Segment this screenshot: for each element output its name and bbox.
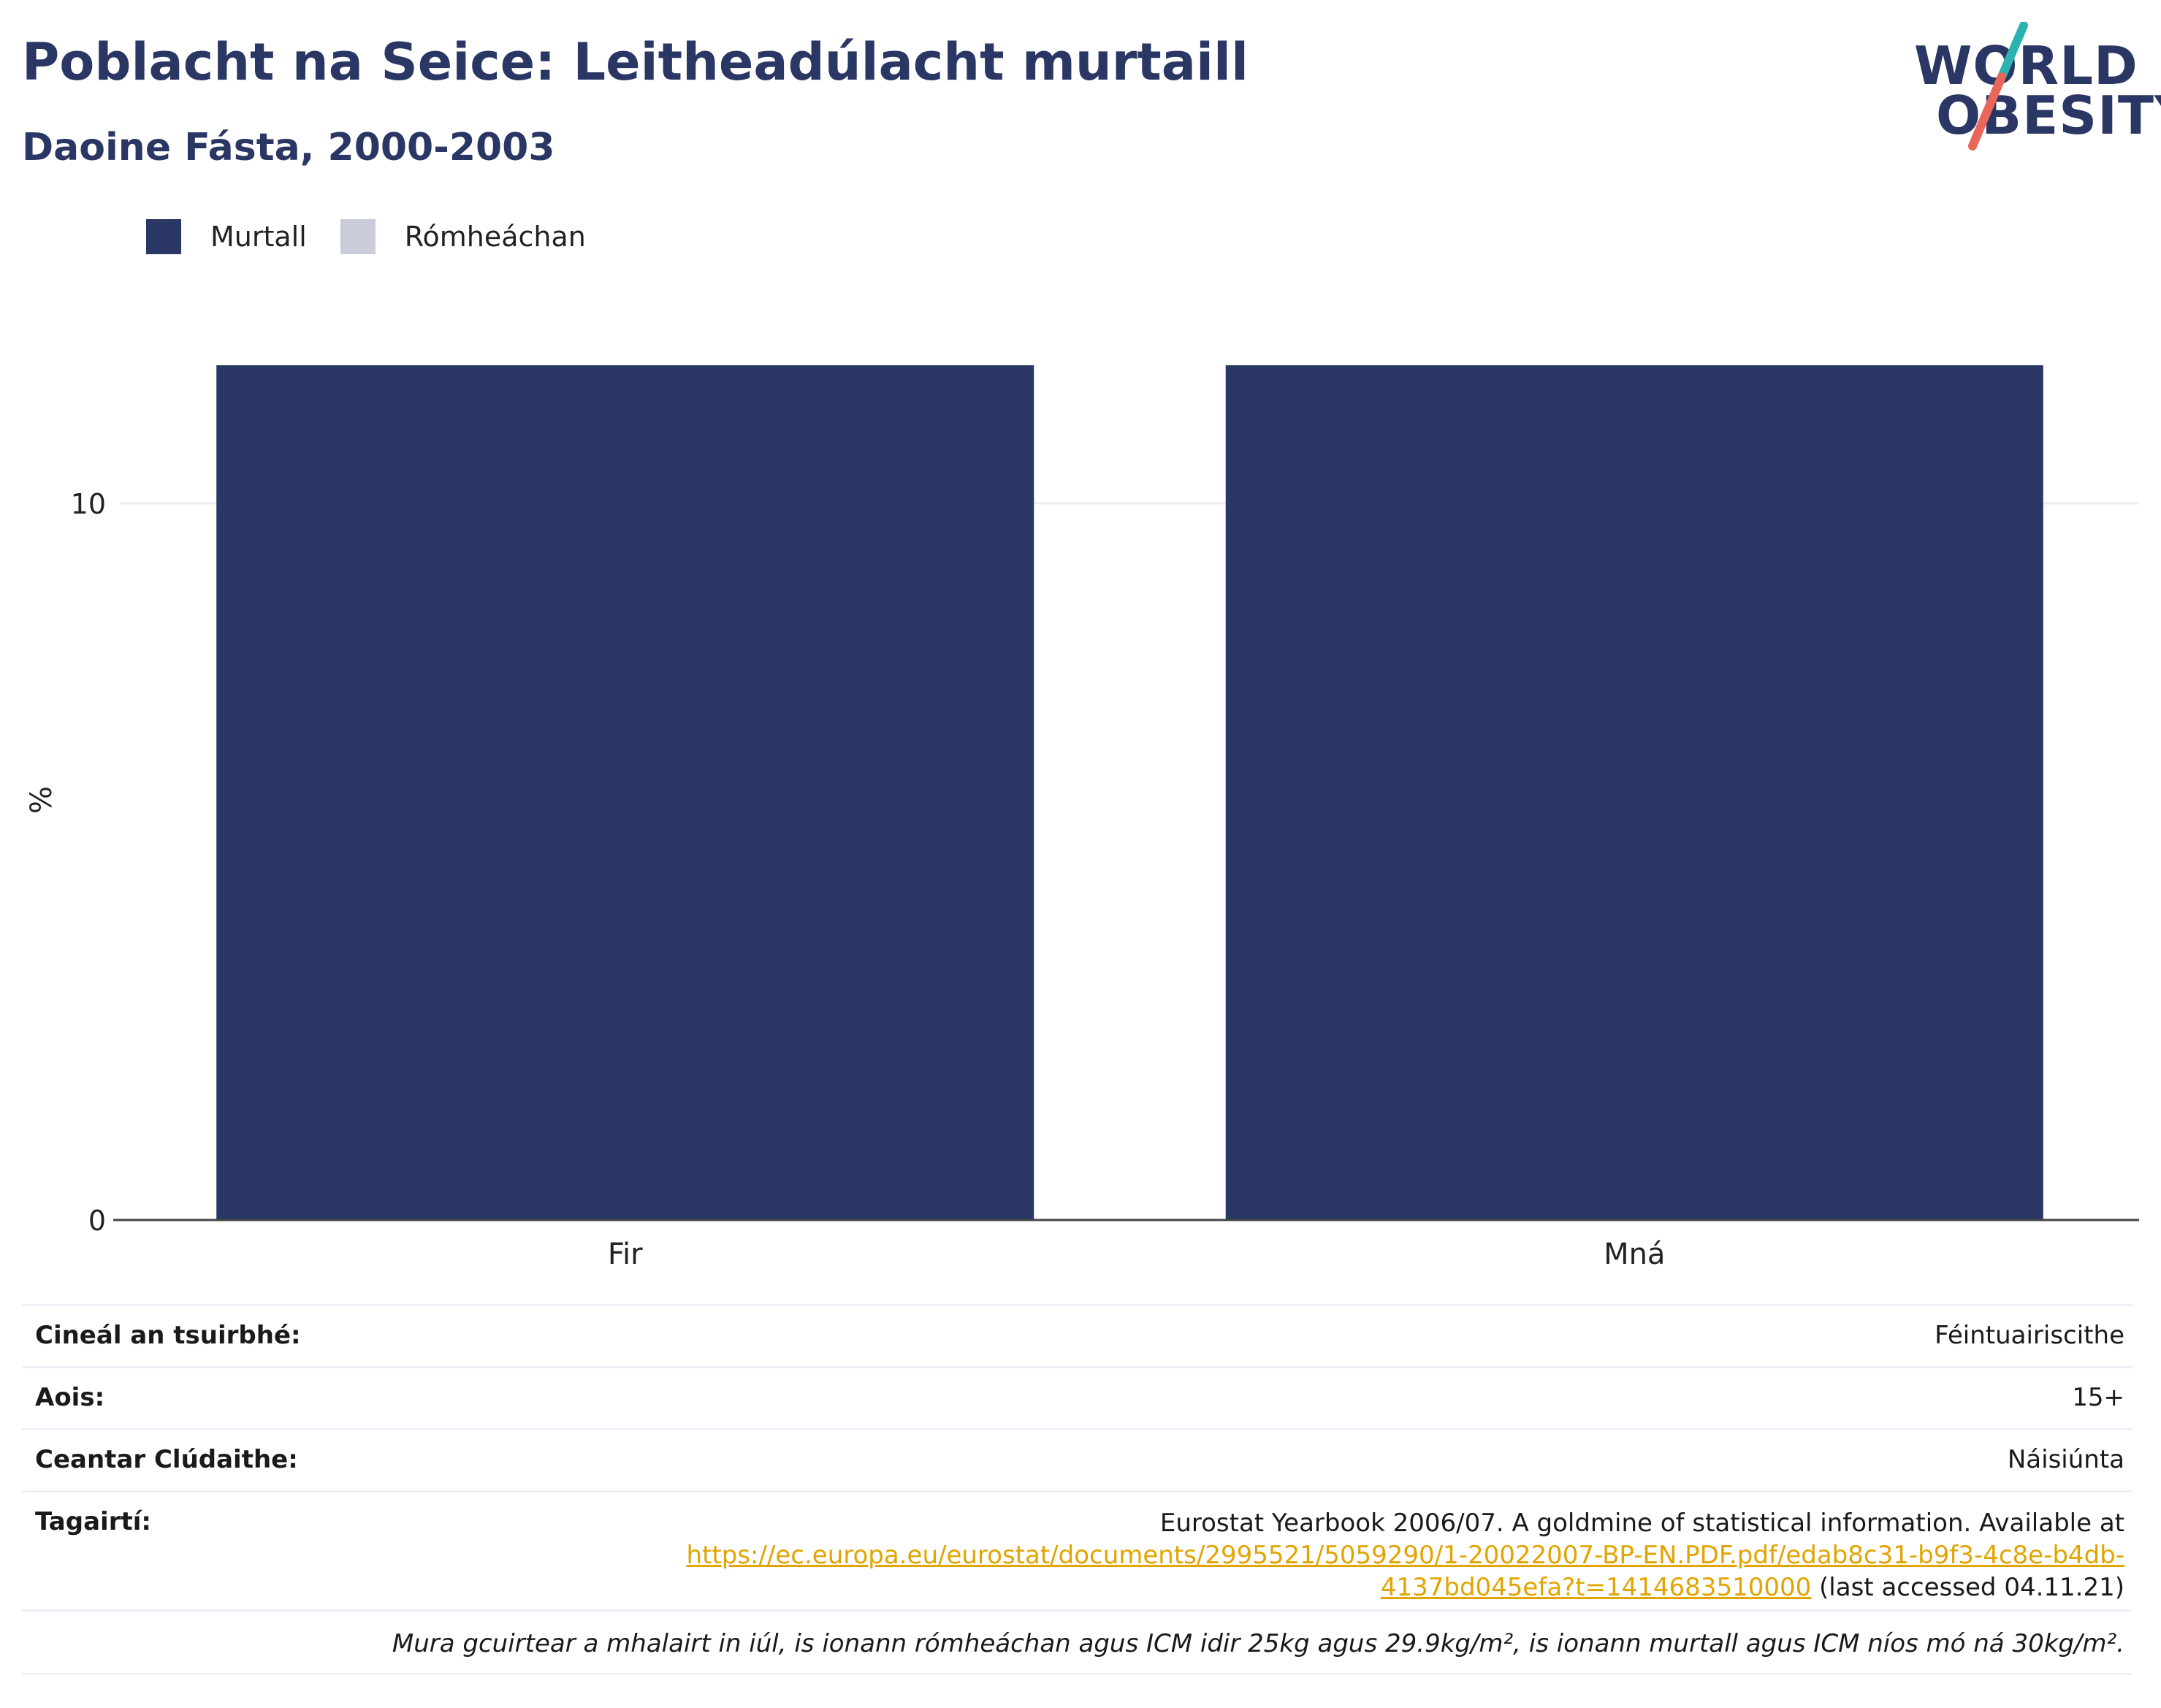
reference-link-part-1[interactable]: https://ec.europa.eu/eurostat/documents/… [686,1541,2124,1570]
info-row-age: Aois: 15+ [22,1366,2132,1428]
info-table: Cineál an tsuirbhé: Féintuairiscithe Aoi… [22,1304,2132,1675]
area-value: Náisiúnta [2007,1445,2124,1474]
definition-note: Mura gcuirtear a mhalairt in iúl, is ion… [22,1609,2132,1675]
survey-type-label: Cineál an tsuirbhé: [35,1321,301,1350]
reference-text: Eurostat Yearbook 2006/07. A goldmine of… [1159,1509,2124,1538]
y-axis-label: % [25,786,58,814]
x-tick-label: Fir [608,1238,643,1271]
y-tick-label: 10 [71,488,106,520]
references-label: Tagairtí: [35,1507,151,1536]
legend-label-obese: Murtall [210,221,307,253]
bar-obese [1225,365,2043,1221]
references-value: Eurostat Yearbook 2006/07. A goldmine of… [687,1507,2124,1609]
legend-label-overweight: Rómheáchan [404,221,586,253]
logo-line-1: WORLD [1914,35,2138,96]
area-label: Ceantar Clúdaithe: [35,1445,298,1474]
info-row-survey: Cineál an tsuirbhé: Féintuairiscithe [22,1304,2132,1366]
world-obesity-logo: WORLD OBESITY [1899,22,2161,153]
chart-title: Poblacht na Seice: Leitheadúlacht murtai… [22,32,1249,92]
chart-legend: Murtall Rómheáchan [146,219,620,254]
bar-obese [216,365,1034,1220]
reference-accessed: (last accessed 04.11.21) [1811,1573,2124,1602]
legend-swatch-overweight [340,219,376,254]
survey-type-value: Féintuairiscithe [1935,1321,2124,1350]
info-row-area: Ceantar Clúdaithe: Náisiúnta [22,1428,2132,1490]
y-tick-label: 0 [88,1205,106,1237]
info-row-references: Tagairtí: Eurostat Yearbook 2006/07. A g… [22,1490,2132,1609]
legend-item-obese: Murtall [146,219,307,254]
legend-item-overweight: Rómheáchan [340,219,586,254]
reference-link-part-2[interactable]: 4137bd045efa?t=1414683510000 [1380,1573,1812,1602]
age-label: Aois: [35,1383,105,1412]
legend-swatch-obese [146,219,181,254]
chart-subtitle: Daoine Fásta, 2000-2003 [22,126,555,169]
x-tick-label: Mná [1604,1238,1665,1271]
age-value: 15+ [2072,1383,2124,1412]
